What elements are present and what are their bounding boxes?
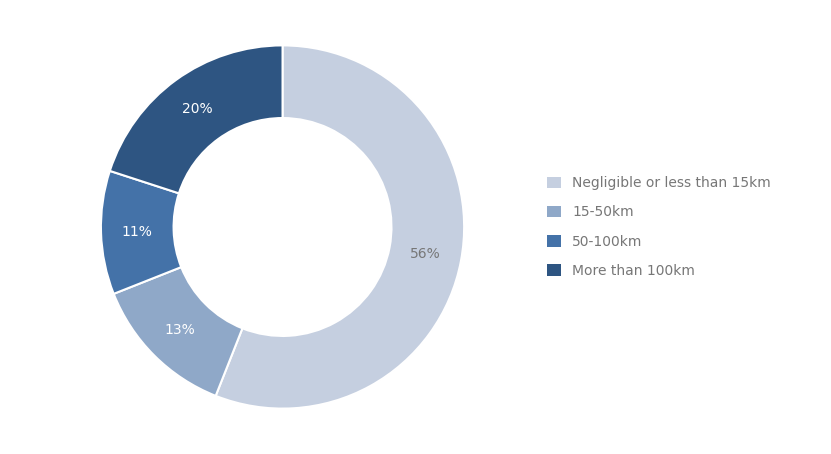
Text: 11%: 11% (122, 225, 153, 238)
Wedge shape (110, 45, 283, 193)
Wedge shape (114, 267, 243, 396)
Legend: Negligible or less than 15km, 15-50km, 50-100km, More than 100km: Negligible or less than 15km, 15-50km, 5… (547, 176, 771, 278)
Wedge shape (101, 171, 181, 294)
Text: 56%: 56% (410, 247, 440, 261)
Text: 20%: 20% (182, 103, 213, 117)
Wedge shape (216, 45, 465, 409)
Text: 13%: 13% (165, 323, 195, 337)
